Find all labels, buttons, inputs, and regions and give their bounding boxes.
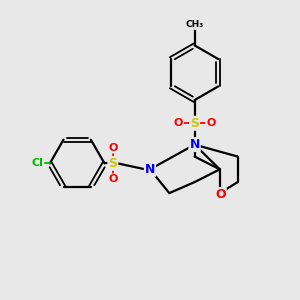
Text: N: N xyxy=(145,163,155,176)
Text: O: O xyxy=(215,188,226,201)
Text: O: O xyxy=(108,174,118,184)
Text: Cl: Cl xyxy=(32,158,43,168)
Text: O: O xyxy=(206,118,216,128)
Text: N: N xyxy=(189,138,200,151)
Text: S: S xyxy=(190,117,199,130)
Text: CH₃: CH₃ xyxy=(185,20,204,29)
Text: O: O xyxy=(108,142,118,153)
Text: O: O xyxy=(173,118,183,128)
Text: S: S xyxy=(108,157,117,170)
